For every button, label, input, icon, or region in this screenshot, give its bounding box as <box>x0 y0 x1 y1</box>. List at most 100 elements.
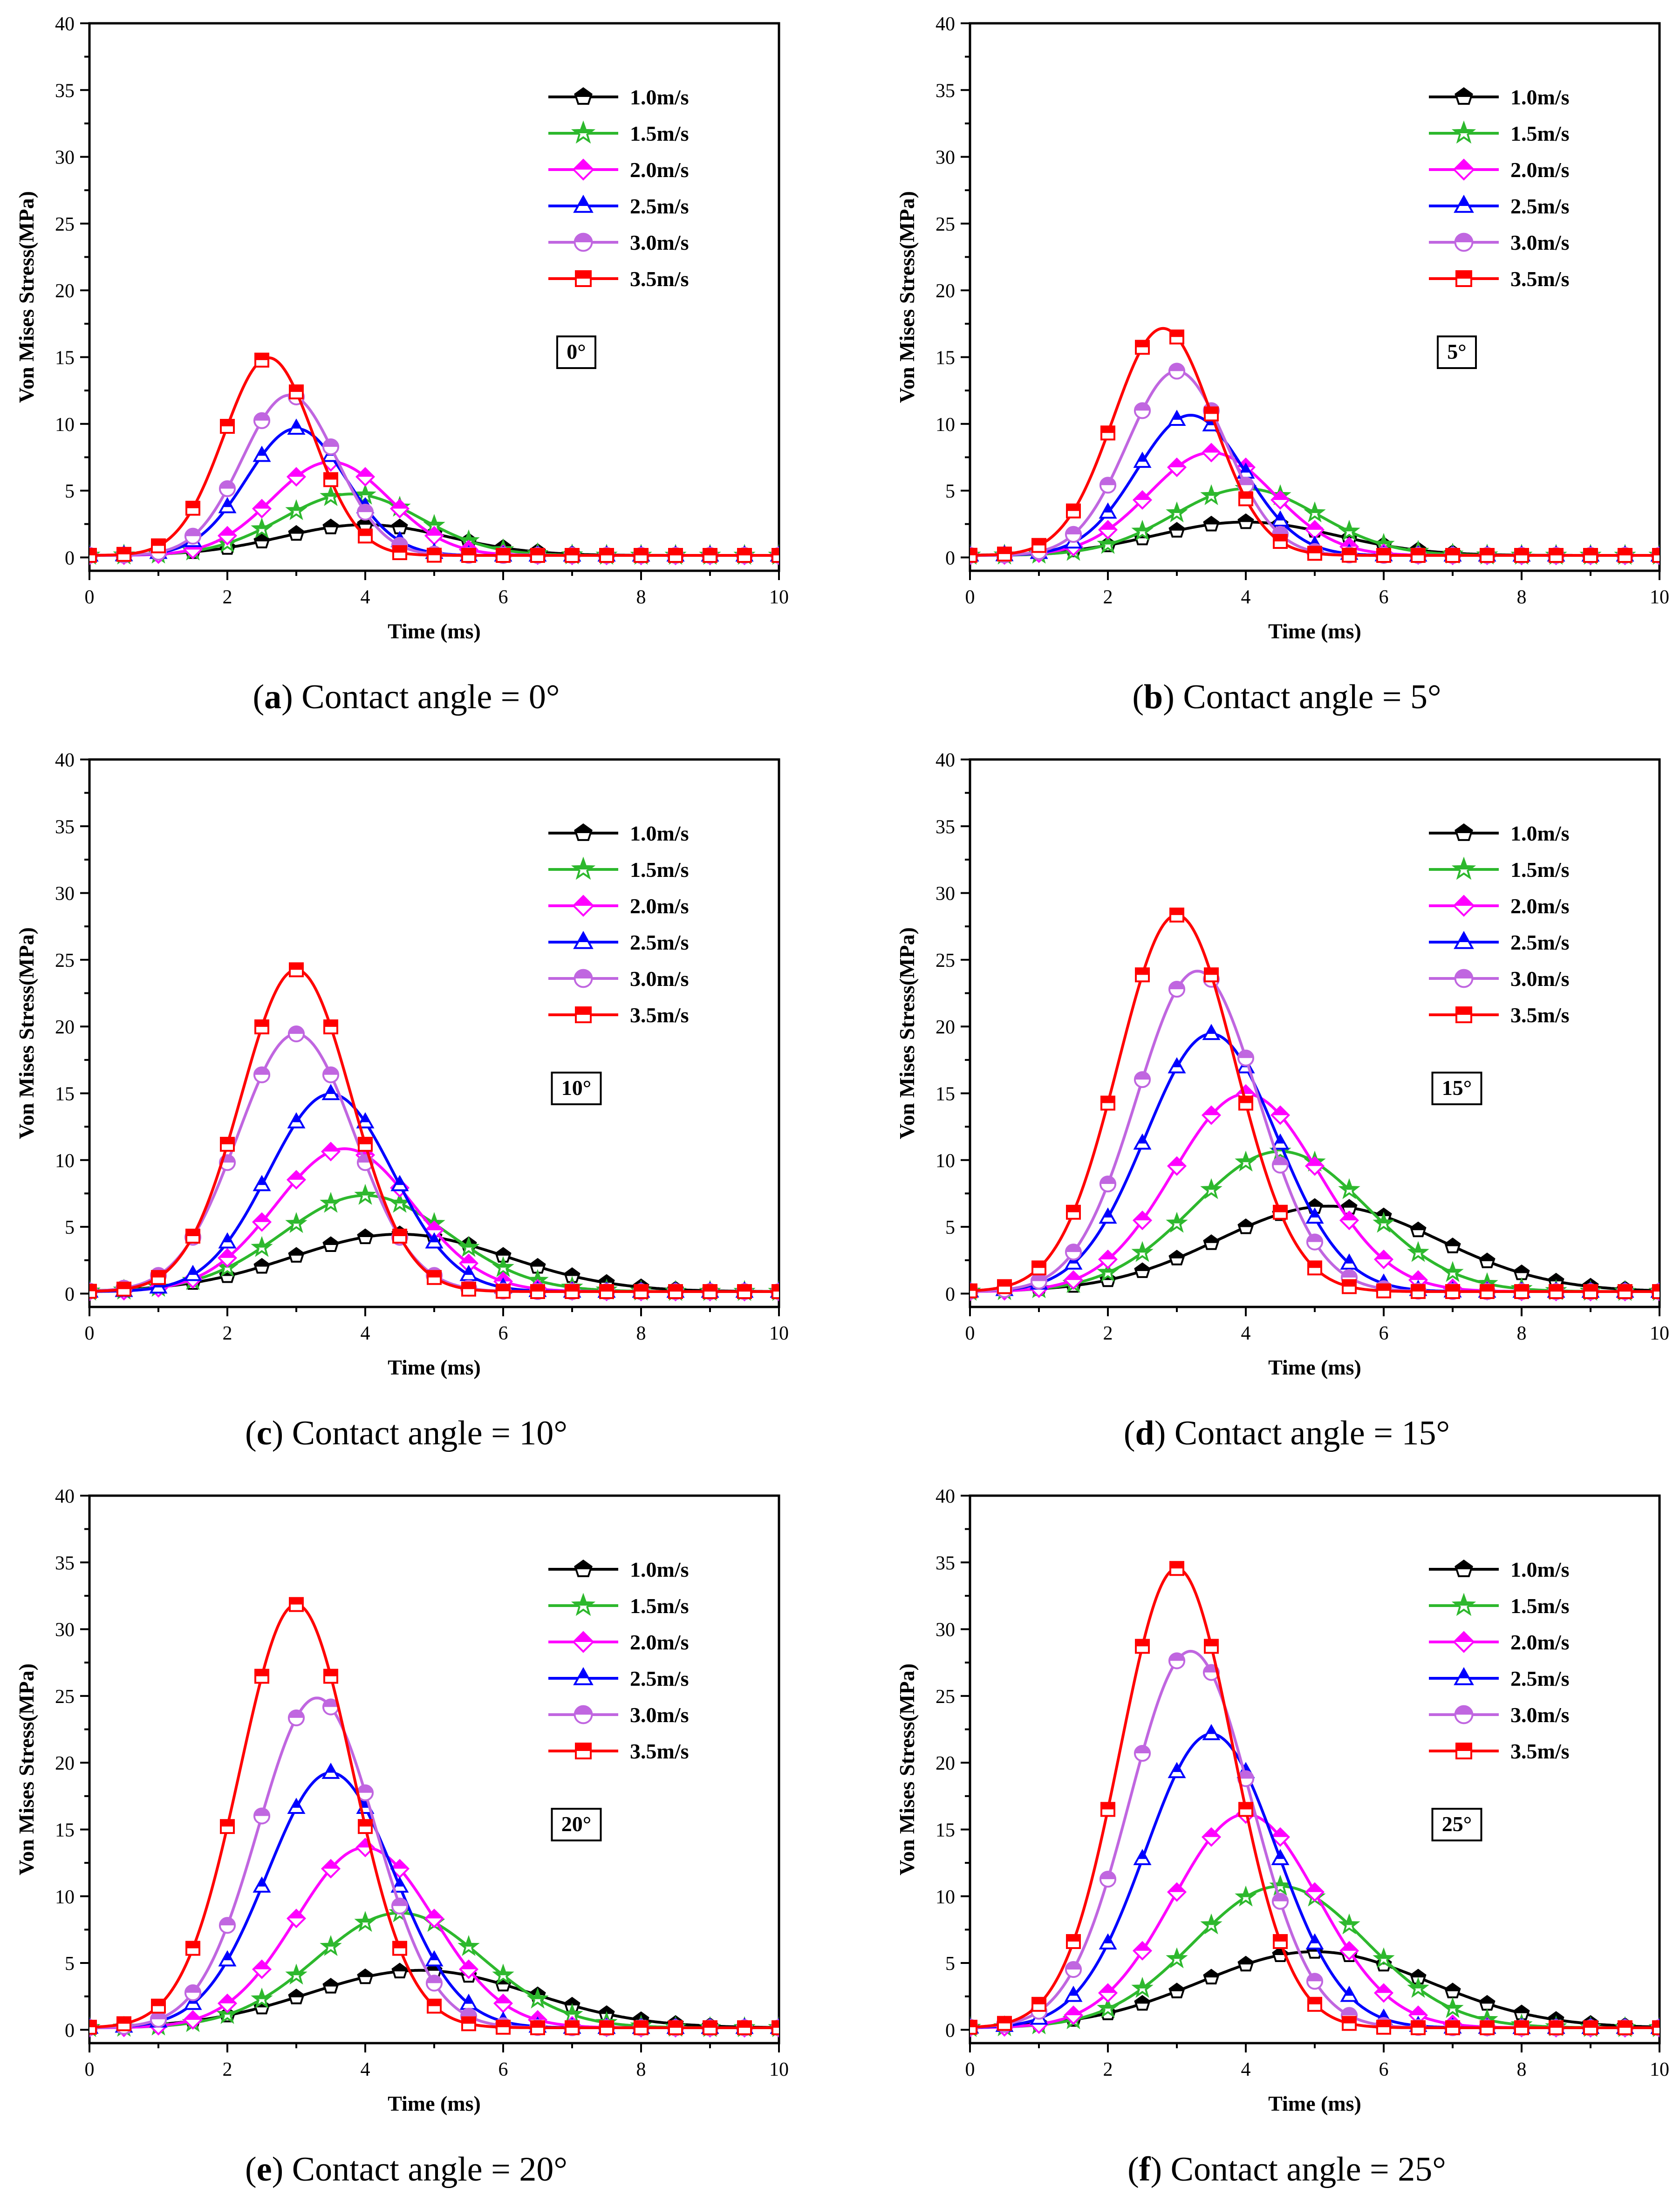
data-point <box>287 1025 305 1043</box>
y-axis-label: Von Mises Stress(MPa) <box>14 191 38 403</box>
data-point <box>970 1283 977 1299</box>
y-tick-label: 0 <box>945 1284 955 1305</box>
x-tick-label: 6 <box>499 1323 508 1344</box>
data-point <box>357 1228 374 1245</box>
y-tick-label: 30 <box>936 147 955 169</box>
y-tick-label: 30 <box>55 147 75 169</box>
data-point <box>286 1908 307 1929</box>
legend: 1.0m/s 1.5m/s 2.0m/s 2.5m/s 3.0m/s 3.5m/s <box>1429 1558 1570 1763</box>
angle-annotation: 10° <box>551 1072 602 1105</box>
data-point <box>1270 490 1291 510</box>
legend: 1.0m/s 1.5m/s 2.0m/s 2.5m/s 3.0m/s 3.5m/s <box>1429 821 1570 1027</box>
data-point <box>89 2019 97 2035</box>
y-tick-label: 15 <box>936 347 955 369</box>
legend-marker <box>1453 895 1475 917</box>
data-point <box>1237 1956 1254 1972</box>
legend-marker <box>571 856 596 880</box>
angle-label: 10° <box>561 1076 591 1100</box>
data-point <box>1200 1913 1222 1935</box>
data-point <box>1204 1639 1219 1654</box>
legend-marker <box>572 1631 594 1653</box>
data-point <box>1407 1241 1429 1262</box>
legend-label: 2.5m/s <box>1510 194 1570 218</box>
legend-label: 1.5m/s <box>630 122 689 145</box>
data-point <box>530 2020 545 2035</box>
data-point <box>1168 980 1186 998</box>
y-tick-label: 30 <box>936 1620 955 1641</box>
data-point <box>565 548 580 563</box>
data-point <box>425 1975 443 1992</box>
data-point <box>392 545 407 561</box>
data-point <box>1167 1882 1187 1902</box>
data-point <box>1100 1095 1115 1111</box>
data-point <box>354 1183 376 1205</box>
data-point <box>1307 546 1322 561</box>
data-point <box>254 1019 269 1034</box>
data-point <box>1307 1260 1322 1276</box>
data-point <box>1099 1933 1117 1949</box>
data-point <box>389 1192 411 1213</box>
legend-marker <box>572 158 594 181</box>
legend-item: 1.0m/s <box>548 821 689 845</box>
data-point <box>1168 1983 1185 1998</box>
y-tick-label: 35 <box>55 816 75 838</box>
data-point <box>496 2019 511 2035</box>
data-point <box>1065 1961 1082 1978</box>
data-point <box>253 1066 271 1083</box>
legend-item: 3.5m/s <box>1429 1003 1570 1027</box>
y-tick-label: 0 <box>65 2020 75 2041</box>
angle-box <box>1431 1808 1482 1841</box>
data-point <box>253 1175 271 1191</box>
data-point <box>526 1987 549 2009</box>
y-tick-label: 20 <box>936 1753 955 1774</box>
legend-marker <box>1454 1705 1474 1724</box>
data-point <box>1097 1997 1119 2018</box>
x-axis-label: Time (ms) <box>388 619 481 643</box>
data-point <box>1306 1973 1324 1990</box>
data-point <box>1134 1071 1151 1088</box>
series-group <box>970 327 1660 566</box>
data-point <box>1169 1561 1184 1576</box>
data-point <box>461 548 476 563</box>
series-group <box>970 907 1660 1302</box>
legend-marker <box>1455 1006 1472 1023</box>
data-point <box>997 2016 1012 2031</box>
data-point <box>288 1247 305 1263</box>
legend-marker <box>574 969 593 988</box>
data-point <box>458 1935 480 1956</box>
data-point <box>1135 340 1150 355</box>
data-point <box>1100 425 1115 441</box>
legend-item: 2.5m/s <box>1429 1667 1570 1690</box>
y-tick-label: 40 <box>936 1486 955 1507</box>
legend-item: 3.0m/s <box>1429 1703 1570 1727</box>
x-tick-label: 10 <box>769 1323 789 1344</box>
data-point <box>1237 1218 1254 1234</box>
legend-label: 1.5m/s <box>630 858 689 882</box>
data-point <box>1065 526 1082 543</box>
legend-marker <box>1454 930 1474 949</box>
legend-marker <box>1451 120 1476 144</box>
legend-label: 3.5m/s <box>1510 1003 1570 1027</box>
legend-marker <box>575 1743 592 1759</box>
data-point <box>355 467 376 487</box>
data-point <box>288 1989 305 2004</box>
data-point <box>287 1709 305 1727</box>
x-tick-label: 0 <box>965 587 975 608</box>
data-point <box>1410 1969 1427 1984</box>
legend-marker <box>1455 87 1473 105</box>
y-tick-label: 20 <box>936 1017 955 1038</box>
y-axis-label: Von Mises Stress(MPa) <box>14 927 38 1139</box>
data-point <box>1203 1234 1220 1250</box>
data-point <box>1305 1933 1324 1949</box>
data-point <box>150 2011 167 2028</box>
data-point <box>1135 967 1150 983</box>
data-point <box>530 548 545 563</box>
legend-label: 3.0m/s <box>630 231 689 254</box>
data-point <box>1100 1802 1115 1817</box>
legend-item: 1.5m/s <box>1429 120 1570 145</box>
data-point <box>1273 534 1288 549</box>
legend-marker <box>572 895 594 917</box>
y-tick-label: 0 <box>945 2020 955 2041</box>
x-tick-label: 8 <box>636 587 646 608</box>
